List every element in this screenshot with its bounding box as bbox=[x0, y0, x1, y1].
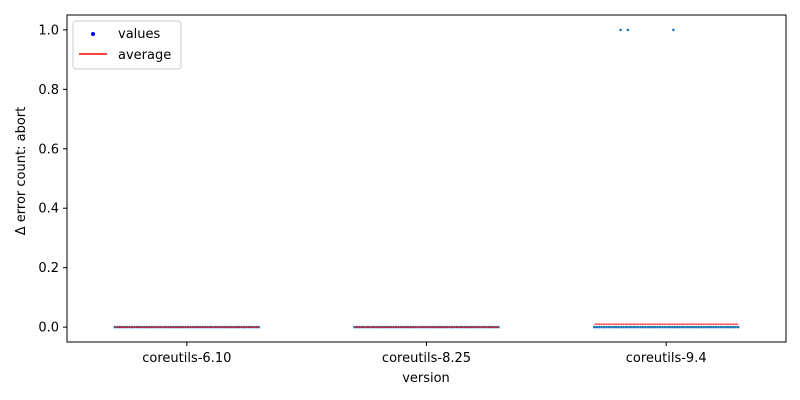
data-point bbox=[707, 325, 711, 329]
data-point bbox=[497, 325, 500, 329]
data-point bbox=[649, 325, 652, 329]
data-point bbox=[705, 325, 708, 329]
data-point bbox=[731, 325, 735, 329]
x-axis-label: version bbox=[402, 371, 450, 386]
data-point bbox=[671, 325, 674, 329]
data-point bbox=[651, 325, 655, 329]
data-point bbox=[700, 325, 703, 329]
data-point bbox=[683, 325, 686, 329]
data-point bbox=[724, 325, 728, 329]
y-tick-label: 0.8 bbox=[38, 83, 59, 98]
data-point bbox=[632, 325, 635, 329]
data-point bbox=[727, 325, 730, 329]
data-point bbox=[636, 325, 640, 329]
data-point bbox=[680, 325, 684, 329]
data-point bbox=[656, 325, 659, 329]
data-point bbox=[600, 325, 603, 329]
data-point bbox=[619, 325, 623, 329]
data-point bbox=[605, 325, 608, 329]
data-point bbox=[644, 325, 647, 329]
data-point bbox=[593, 325, 596, 329]
data-point bbox=[617, 325, 620, 329]
data-point bbox=[710, 325, 713, 329]
y-tick-label: 0.2 bbox=[38, 261, 59, 276]
data-point bbox=[639, 325, 642, 329]
data-point-outlier bbox=[619, 28, 622, 32]
data-point bbox=[678, 325, 681, 329]
data-point bbox=[607, 325, 611, 329]
y-tick-label: 1.0 bbox=[38, 23, 59, 38]
x-tick-label: coreutils-9.4 bbox=[626, 351, 707, 366]
y-axis-label: Δ error count: abort bbox=[14, 107, 29, 235]
data-point bbox=[614, 325, 618, 329]
y-tick-label: 0.0 bbox=[38, 321, 59, 336]
data-point bbox=[722, 325, 725, 329]
legend-frame bbox=[72, 20, 182, 70]
x-tick-label: coreutils-8.25 bbox=[382, 351, 471, 366]
data-point bbox=[622, 325, 625, 329]
data-point bbox=[690, 325, 694, 329]
data-point-outlier bbox=[672, 28, 675, 32]
legend-average-label: average bbox=[118, 48, 171, 63]
data-point bbox=[113, 325, 117, 329]
data-point bbox=[673, 325, 676, 329]
data-point bbox=[658, 325, 662, 329]
x-tick-label: coreutils-6.10 bbox=[142, 351, 231, 366]
data-point bbox=[668, 325, 672, 329]
data-point bbox=[734, 325, 737, 329]
data-point bbox=[661, 325, 664, 329]
chart-marks bbox=[113, 28, 740, 329]
data-point bbox=[634, 325, 637, 329]
data-point-outlier bbox=[626, 28, 630, 32]
data-point bbox=[641, 325, 645, 329]
data-point bbox=[602, 325, 606, 329]
data-point bbox=[646, 325, 650, 329]
data-point bbox=[612, 325, 616, 329]
data-point bbox=[685, 325, 689, 329]
data-point bbox=[714, 325, 718, 329]
data-point bbox=[597, 325, 601, 329]
y-tick-label: 0.4 bbox=[38, 202, 59, 217]
data-point bbox=[719, 325, 723, 329]
legend-values-marker bbox=[91, 32, 95, 36]
data-point bbox=[627, 325, 630, 329]
chart-axes: 0.0 0.2 0.4 0.6 0.8 1.0 coreutils-6.10 coreutil… bbox=[38, 14, 787, 366]
data-point bbox=[610, 325, 613, 329]
data-point bbox=[663, 325, 667, 329]
data-point bbox=[629, 325, 633, 329]
data-point bbox=[595, 325, 598, 329]
data-point bbox=[692, 325, 696, 329]
y-tick-label: 0.6 bbox=[38, 142, 59, 157]
data-point bbox=[736, 325, 740, 329]
data-point bbox=[675, 325, 679, 329]
data-point bbox=[697, 325, 701, 329]
data-point bbox=[688, 325, 691, 329]
data-point bbox=[702, 325, 706, 329]
legend-values-label: values bbox=[118, 27, 161, 42]
data-point bbox=[712, 325, 715, 329]
legend: values average bbox=[72, 20, 182, 70]
data-point bbox=[729, 325, 733, 329]
data-point bbox=[666, 325, 669, 329]
data-point bbox=[624, 325, 628, 329]
data-point bbox=[653, 325, 657, 329]
data-point bbox=[695, 325, 698, 329]
data-point bbox=[717, 325, 720, 329]
